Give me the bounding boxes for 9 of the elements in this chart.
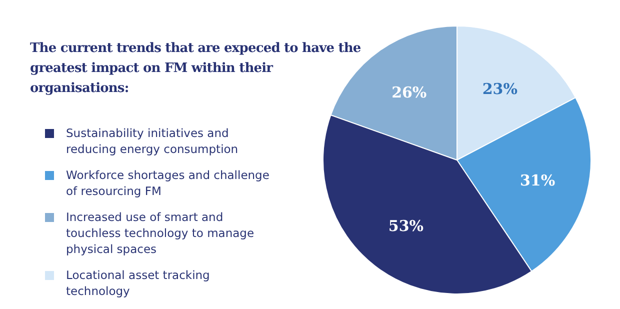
data-label: 26% <box>392 83 427 102</box>
legend-label: Locational asset tracking technology <box>66 268 210 298</box>
legend-label: Workforce shortages and challenge of resourcing FM <box>66 168 270 198</box>
data-label: 23% <box>482 80 518 98</box>
legend-label: Sustainability initiatives and reducing energy consumption <box>66 126 238 156</box>
legend-label: Increased use of smart and touchless technology to manage physical spaces <box>66 210 254 256</box>
data-label: 53% <box>388 216 424 235</box>
text: The current trends that are expeced to have the greatest impact on FM within their organisations: <box>30 41 361 96</box>
data-label: 31% <box>520 172 556 190</box>
